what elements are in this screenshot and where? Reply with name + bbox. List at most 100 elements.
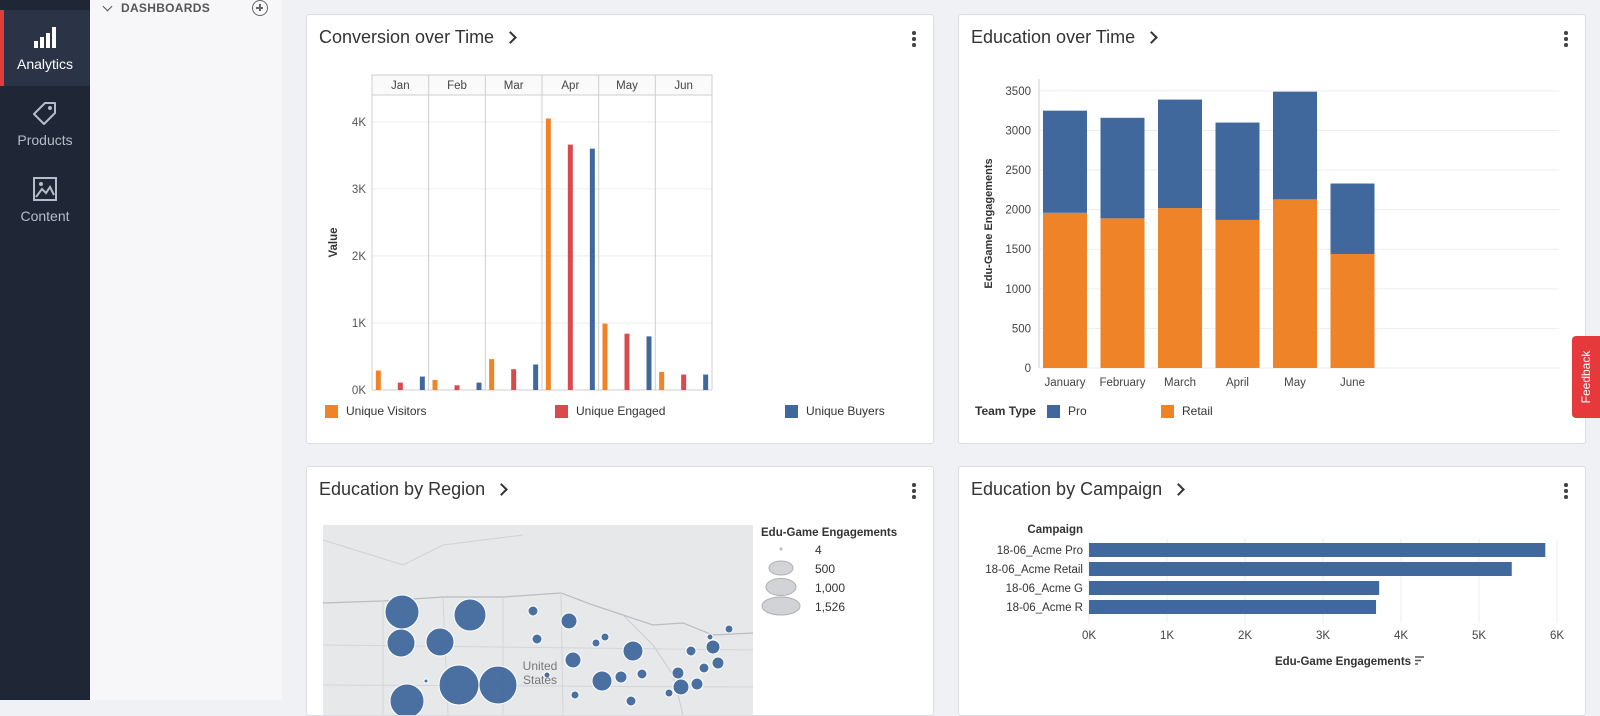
y-tick-label: 500 (1012, 323, 1031, 335)
legend-label: Retail (1182, 404, 1213, 418)
bar-mark[interactable] (1089, 600, 1376, 614)
bar-mark[interactable] (568, 145, 573, 390)
bar-mark[interactable] (703, 375, 708, 390)
y-axis-title: Edu-Game Engagements (983, 158, 995, 288)
legend-swatch (1161, 405, 1174, 418)
y-tick-label: 1500 (1005, 244, 1031, 256)
y-tick-label: 4K (352, 117, 366, 129)
x-tick-label: May (1284, 377, 1306, 389)
bar-mark[interactable] (1273, 92, 1317, 200)
size-legend-title: Edu-Game Engagements (761, 527, 897, 539)
category-header: Campaign (1027, 524, 1083, 536)
bar-mark[interactable] (420, 377, 425, 390)
legend-item: Unique Visitors (325, 404, 426, 418)
bar-mark[interactable] (1089, 543, 1545, 557)
map-country-label: United States (515, 659, 565, 687)
y-tick-label: 0K (352, 385, 366, 397)
y-tick-label: 0 (1025, 363, 1031, 375)
image-icon (32, 176, 58, 202)
bar-mark[interactable] (455, 385, 460, 390)
legend-label: Unique Buyers (806, 404, 885, 418)
chevron-down-icon (103, 1, 113, 11)
bar-mark[interactable] (1331, 184, 1375, 254)
feedback-button[interactable]: Feedback (1572, 336, 1600, 418)
bar-mark[interactable] (398, 383, 403, 390)
bar-mark[interactable] (1101, 118, 1145, 219)
sort-icon[interactable] (1415, 657, 1424, 664)
size-legend-value: 500 (815, 562, 835, 576)
map-label-line: United (515, 659, 565, 673)
nav-item-content[interactable]: Content (0, 162, 90, 238)
category-label: 18-06_Acme G (1006, 583, 1083, 595)
x-tick-label: April (1226, 377, 1249, 389)
bar-mark[interactable] (1043, 111, 1087, 213)
legend-swatch (785, 405, 798, 418)
card-title-link[interactable]: Education by Region (319, 479, 506, 500)
y-tick-label: 1K (352, 318, 366, 330)
size-legend-value: 1,526 (815, 600, 845, 614)
conversion-chart: 0K 1K 2K 3K 4K Jan Feb Mar Apr May Jun Value (307, 15, 934, 444)
region-bubbles (385, 595, 733, 715)
nav-label-analytics: Analytics (0, 56, 90, 72)
category-label: 18-06_Acme R (1006, 602, 1083, 614)
bar-mark[interactable] (1216, 123, 1260, 220)
bar-mark[interactable] (433, 380, 438, 390)
nav-item-analytics[interactable]: Analytics (0, 10, 90, 86)
bar-mark[interactable] (647, 336, 652, 390)
nav-label-products: Products (0, 132, 90, 148)
facet-label: Jan (391, 80, 410, 92)
bar-mark[interactable] (546, 118, 551, 390)
bar-mark[interactable] (681, 375, 686, 390)
bar-chart-icon (32, 24, 58, 50)
size-legend-marks (761, 541, 805, 621)
legend-item: Unique Engaged (555, 404, 665, 418)
bar-mark[interactable] (1089, 562, 1512, 576)
size-legend-value: 1,000 (815, 581, 845, 595)
bar-mark[interactable] (1158, 100, 1202, 208)
bar-mark[interactable] (1101, 218, 1145, 368)
chevron-right-icon (495, 483, 508, 496)
x-tick-label: 2K (1238, 630, 1252, 642)
y-tick-label: 3000 (1005, 125, 1031, 137)
x-tick-label: February (1099, 377, 1145, 389)
bar-mark[interactable] (376, 371, 381, 390)
dashboards-label: DASHBOARDS (121, 1, 210, 15)
card-menu-button[interactable] (911, 483, 917, 499)
y-tick-label: 2K (352, 251, 366, 263)
bar-mark[interactable] (1043, 213, 1087, 368)
x-tick-label: June (1340, 377, 1365, 389)
legend-label: Unique Engaged (576, 404, 665, 418)
x-tick-label: 3K (1316, 630, 1330, 642)
bar-mark[interactable] (1089, 581, 1379, 595)
card-title: Education by Region (319, 479, 485, 500)
facet-label: Apr (561, 80, 579, 92)
bar-mark[interactable] (1273, 199, 1317, 368)
bar-mark[interactable] (533, 365, 538, 390)
bar-mark[interactable] (1216, 220, 1260, 368)
tag-icon (32, 100, 58, 126)
bar-mark[interactable] (603, 324, 608, 390)
legend-item: Unique Buyers (785, 404, 885, 418)
bar-mark[interactable] (511, 369, 516, 390)
card-conversion-over-time: Conversion over Time 0K 1K 2K 3K 4K Jan Feb Mar… (306, 14, 934, 444)
bar-mark[interactable] (590, 149, 595, 390)
add-dashboard-button[interactable] (252, 0, 268, 16)
bar-mark[interactable] (625, 334, 630, 390)
bar-mark[interactable] (659, 372, 664, 390)
education-time-chart: 0 500 1000 1500 2000 2500 3000 3500 January Febru… (959, 15, 1586, 444)
bar-mark[interactable] (1158, 208, 1202, 368)
bar-mark[interactable] (477, 383, 482, 390)
y-tick-label: 2000 (1005, 205, 1031, 217)
bar-mark[interactable] (1331, 254, 1375, 368)
legend-swatch (1047, 405, 1060, 418)
nav-label-content: Content (0, 208, 90, 224)
x-tick-label: January (1045, 377, 1086, 389)
dashboards-toggle[interactable]: DASHBOARDS (100, 0, 210, 16)
nav-item-products[interactable]: Products (0, 86, 90, 162)
us-map[interactable]: United States (323, 525, 753, 715)
legend-swatch (325, 405, 338, 418)
card-education-by-campaign: Education by Campaign Campaign 0K 1K 2K 3K 4K… (958, 466, 1586, 716)
legend-title: Team Type (975, 404, 1036, 418)
legend-swatch (555, 405, 568, 418)
bar-mark[interactable] (489, 359, 494, 390)
